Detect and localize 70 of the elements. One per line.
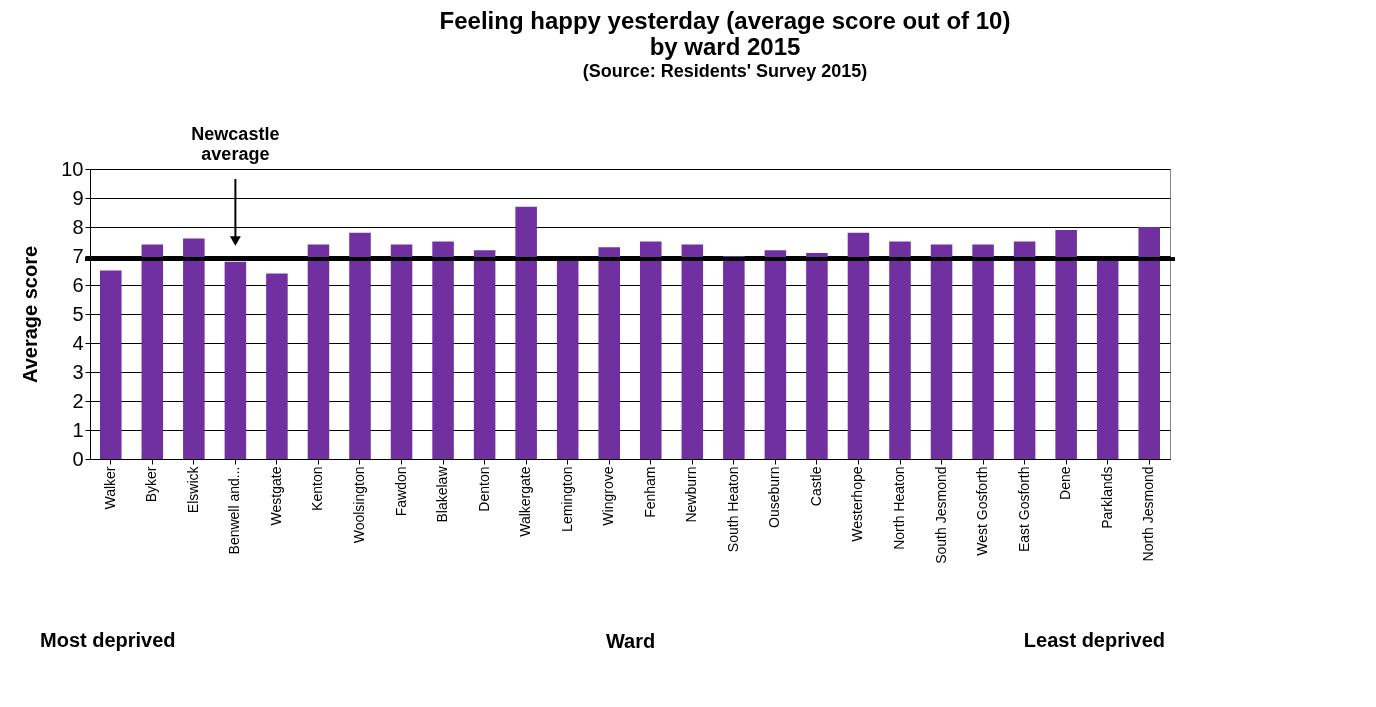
x-tick-label: West Gosforth: [974, 466, 991, 556]
bar: [183, 238, 205, 459]
text: Most deprived: [40, 629, 176, 651]
bar: [349, 232, 371, 459]
chart-title: Feeling happy yesterday (average score out of 10) by ward 2015: [439, 7, 1011, 60]
bar: [515, 206, 537, 459]
x-tick-label: Castle: [807, 466, 824, 507]
bar: [432, 241, 454, 459]
y-tick-label: 7: [72, 244, 84, 267]
y-tick-label: 0: [72, 447, 84, 470]
bar: [266, 273, 288, 459]
y-tick-label: 1: [72, 418, 84, 441]
bar: [598, 247, 620, 459]
y-tick-label: 4: [72, 331, 84, 354]
bar: [141, 244, 164, 459]
x-tick-label: Woolsington: [351, 466, 367, 544]
bar: [1055, 229, 1077, 459]
chart-subtitle: (Source: Residents' Survey 2015): [582, 61, 868, 81]
bar: [556, 258, 579, 459]
x-tick-label: North Jesmond: [1140, 466, 1157, 562]
y-tick-label: 10: [61, 157, 84, 180]
x-tick-label: North Heaton: [891, 466, 907, 550]
y-tick-label: 2: [72, 389, 84, 412]
x-tick-label: Westerhope: [849, 466, 866, 542]
x-tick-label: Walkergate: [517, 466, 534, 537]
bar: [764, 250, 787, 459]
x-tick-label: Wingrove: [600, 466, 617, 526]
bar: [1138, 227, 1160, 459]
x-tick-label: Elswick: [184, 465, 201, 514]
bar: [723, 256, 745, 459]
text: Least deprived: [1023, 629, 1165, 651]
x-tick-label: Kenton: [309, 466, 326, 511]
bar: [847, 232, 870, 459]
bar: [640, 241, 662, 459]
x-tick-label: South Heaton: [724, 466, 741, 553]
ref-line-label: Newcastle average: [191, 124, 280, 164]
bar: [473, 250, 496, 459]
x-tick-label: Newburn: [683, 466, 700, 523]
x-tick-label: Walker: [101, 466, 118, 510]
y-tick-label: 6: [72, 273, 84, 296]
bar: [307, 244, 330, 459]
x-tick-label: Fenham: [641, 466, 658, 518]
bar: [806, 253, 828, 459]
x-tick-label: East Gosforth: [1015, 466, 1032, 553]
y-axis-title: Average score: [19, 245, 42, 384]
x-tick-label: Lemington: [558, 466, 575, 532]
bar: [224, 261, 247, 459]
x-tick-label: Westgate: [267, 466, 284, 526]
x-tick-label: Denton: [475, 466, 492, 512]
y-tick-label: 9: [72, 186, 84, 209]
x-tick-label: Fawdon: [392, 466, 409, 517]
y-tick-label: 8: [72, 215, 84, 238]
bar: [100, 270, 122, 459]
x-tick-label: Blakelaw: [434, 465, 451, 523]
x-axis-title: Ward: [605, 629, 656, 652]
y-tick-label: 3: [72, 360, 84, 383]
y-tick-label: 5: [72, 302, 84, 325]
bar: [930, 244, 953, 459]
x-tick-label: Benwell and...: [226, 466, 243, 555]
bar: [889, 241, 911, 459]
bar: [1013, 241, 1036, 459]
x-tick-label: Dene: [1057, 466, 1074, 500]
x-tick-label: Byker: [143, 466, 160, 503]
x-tick-label: South Jesmond: [932, 466, 949, 564]
x-tick-label: Parklands: [1098, 466, 1115, 529]
bar: [681, 244, 704, 459]
x-tick-label: Ouseburn: [766, 466, 783, 528]
bar: [1096, 258, 1119, 459]
bar: [972, 244, 994, 459]
bar: [390, 244, 413, 459]
